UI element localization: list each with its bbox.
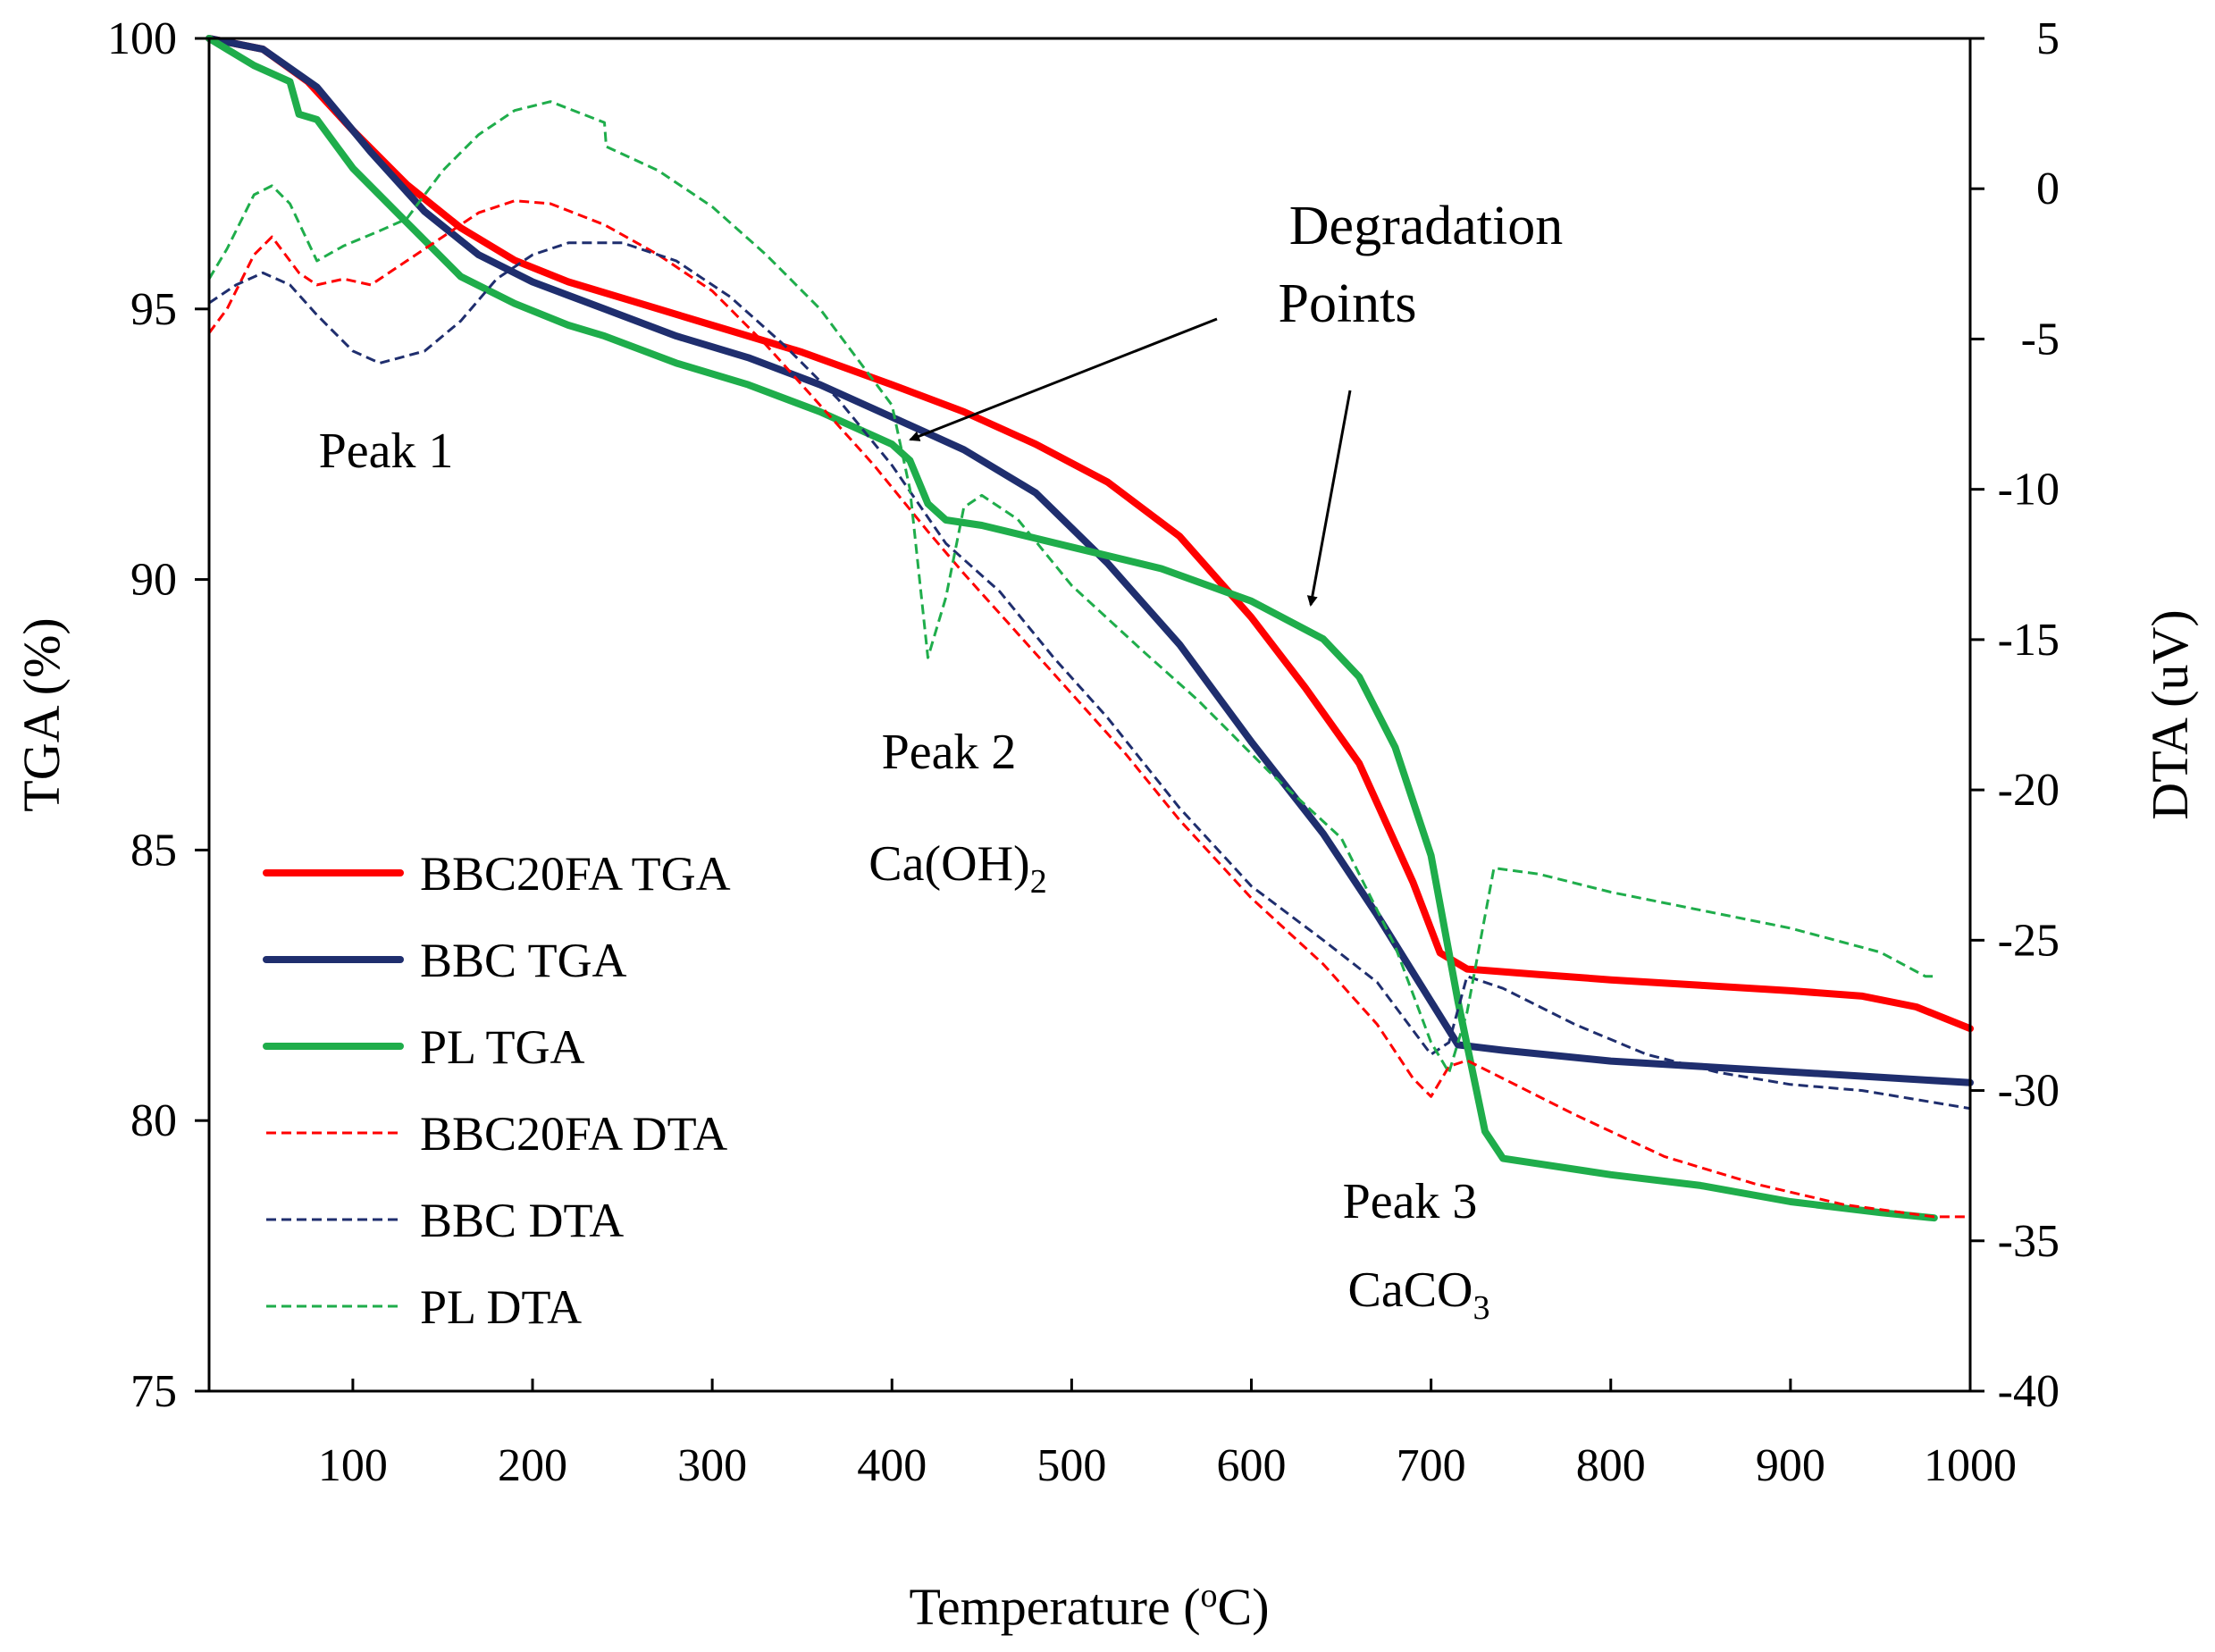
y-right-tick-label: -30 [1998, 1066, 2060, 1117]
x-axis-title: Temperature (oC) [909, 1577, 1269, 1636]
y-right-tick-label: -5 [2021, 314, 2060, 365]
series-line-bbc-tga [206, 35, 1974, 1086]
tick-layer: 100 200 300 400 500 600 700 800 900 1000758085909… [107, 13, 2060, 1491]
legend-label: BBC DTA [420, 1194, 624, 1247]
x-tick-label: 800 [1576, 1440, 1646, 1491]
series-line-bbc20fa-tga [206, 35, 1974, 1033]
x-tick-label: 600 [1217, 1440, 1287, 1491]
annotation-peak2-species-sub: 2 [1030, 863, 1047, 901]
annotation-peak3-species: CaCO3 [1348, 1262, 1490, 1327]
series-line-bbc20fa-dta [207, 199, 1970, 1219]
x-tick-label: 400 [857, 1440, 927, 1491]
series-line-bbc-dta [208, 241, 1971, 1111]
legend-label: PL DTA [420, 1280, 582, 1334]
y-left-tick-label: 80 [130, 1095, 177, 1146]
series-layer [206, 35, 1974, 1222]
degradation-arrow-1 [909, 317, 1218, 441]
x-tick-label: 1000 [1924, 1440, 2017, 1491]
legend-label: BBC TGA [420, 934, 627, 987]
x-axis-title-main: Temperature ( [909, 1578, 1200, 1636]
x-tick-label: 900 [1756, 1440, 1825, 1491]
y-right-tick-label: -15 [1998, 615, 2060, 666]
legend-label: PL TGA [420, 1020, 585, 1074]
y-right-tick-label: -25 [1998, 915, 2060, 966]
y-left-tick-label: 85 [130, 825, 177, 876]
y-axis-right-title: DTA (uV) [2141, 609, 2199, 819]
y-left-tick-label: 90 [130, 555, 177, 606]
y-axis-left-title: TGA (%) [13, 617, 71, 811]
legend: BBC20FA TGA BBC TGA PL TGA BBC20FA DTA BBC D… [263, 847, 731, 1334]
y-right-tick-label: 5 [2036, 13, 2060, 64]
x-tick-label: 700 [1397, 1440, 1466, 1491]
y-left-tick-label: 95 [130, 284, 177, 335]
x-tick-label: 500 [1036, 1440, 1106, 1491]
annotation-peak2-species: Ca(OH)2 [868, 836, 1046, 901]
y-right-tick-label: -20 [1998, 765, 2060, 816]
x-tick-label: 100 [318, 1440, 388, 1491]
annotation-peak3: Peak 3 [1343, 1174, 1478, 1229]
x-axis-title-tail: C) [1218, 1578, 1270, 1636]
y-right-tick-label: -10 [1998, 465, 2060, 516]
annotation-peak3-species-main: CaCO [1348, 1262, 1473, 1318]
y-left-tick-label: 75 [130, 1366, 177, 1417]
series-line-pl-tga [206, 35, 1938, 1222]
legend-label: BBC20FA DTA [420, 1107, 727, 1161]
x-axis-title-sup: o [1201, 1577, 1218, 1614]
annotation-degradation-line2: Points [1278, 273, 1416, 334]
legend-label: BBC20FA TGA [420, 847, 731, 901]
x-tick-label: 200 [498, 1440, 567, 1491]
annotation-peak2-species-main: Ca(OH) [868, 836, 1029, 892]
y-right-tick-label: 0 [2036, 164, 2060, 214]
x-tick-label: 300 [677, 1440, 747, 1491]
annotation-peak2: Peak 2 [882, 725, 1017, 780]
annotation-peak1: Peak 1 [319, 423, 454, 479]
series-line-pl-dta [207, 100, 1934, 1074]
y-right-tick-label: -35 [1998, 1216, 2060, 1267]
annotation-peak3-species-sub: 3 [1473, 1289, 1490, 1327]
y-left-tick-label: 100 [107, 13, 177, 64]
plot-frame [207, 37, 1972, 1393]
y-right-tick-label: -40 [1998, 1366, 2060, 1417]
annotation-degradation-line1: Degradation [1289, 196, 1563, 256]
degradation-arrow-2 [1306, 390, 1352, 607]
